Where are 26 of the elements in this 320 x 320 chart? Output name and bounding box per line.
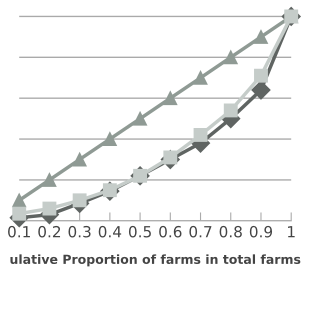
x-tick-label: 0.7: [189, 226, 212, 238]
point: [194, 70, 208, 85]
x-tick-label: 0.4: [98, 226, 122, 238]
point: [102, 132, 117, 146]
point: [194, 128, 208, 142]
x-axis-title: ulative Proportion of farms in total farms: [10, 254, 300, 266]
x-tick-label: 0.2: [38, 226, 60, 238]
point: [72, 152, 87, 166]
x-tick-label: 0.6: [159, 226, 182, 238]
x-tick-label: 0.5: [128, 226, 151, 238]
x-tick-label: 0.1: [8, 226, 30, 238]
point: [42, 172, 56, 187]
point: [72, 193, 87, 208]
point: [12, 206, 26, 221]
point: [254, 68, 268, 83]
point: [224, 50, 238, 64]
x-tick-label: 0.8: [220, 226, 242, 238]
point: [133, 112, 148, 126]
point: [224, 104, 238, 118]
point: [163, 91, 178, 106]
x-tick-label: 1: [288, 226, 295, 238]
point: [42, 202, 56, 216]
point: [254, 30, 268, 44]
x-tick-label: 0.9: [250, 226, 272, 238]
x-tick-label: 0.3: [68, 226, 91, 238]
point: [12, 193, 26, 208]
